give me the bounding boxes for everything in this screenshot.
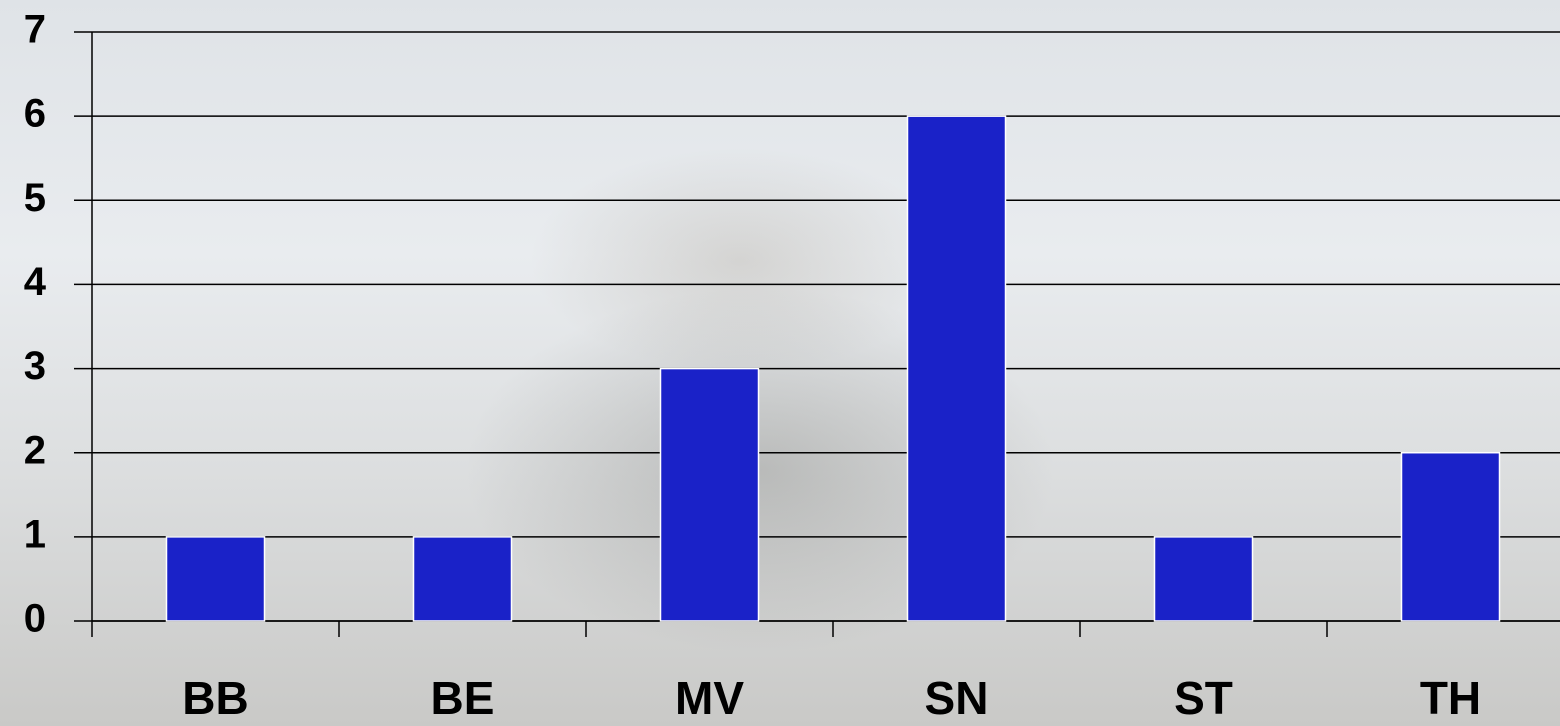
bar bbox=[1155, 537, 1253, 621]
y-tick-label: 0 bbox=[24, 597, 46, 641]
x-tick-label: BB bbox=[182, 672, 248, 724]
y-tick-label: 7 bbox=[24, 8, 46, 52]
y-tick-label: 6 bbox=[24, 92, 46, 136]
x-tick-label: ST bbox=[1174, 672, 1233, 724]
y-tick-label: 1 bbox=[24, 512, 46, 556]
chart: 0 1 2 3 4 5 6 7 BB BE MV SN ST TH bbox=[0, 0, 1560, 726]
bar bbox=[908, 116, 1006, 621]
x-tick-label: MV bbox=[675, 672, 744, 724]
x-tick-label: BE bbox=[431, 672, 495, 724]
y-tick-label: 5 bbox=[24, 176, 46, 220]
page: {"chart_data": {"type": "bar", "categori… bbox=[0, 0, 1560, 726]
bar bbox=[1402, 453, 1500, 621]
x-tick-label: TH bbox=[1420, 672, 1481, 724]
bar bbox=[167, 537, 265, 621]
y-tick-label: 3 bbox=[24, 344, 46, 388]
x-tick-label: SN bbox=[925, 672, 989, 724]
y-tick-label: 2 bbox=[24, 428, 46, 472]
bar bbox=[661, 369, 759, 621]
y-tick-label: 4 bbox=[24, 260, 47, 304]
bar bbox=[414, 537, 512, 621]
